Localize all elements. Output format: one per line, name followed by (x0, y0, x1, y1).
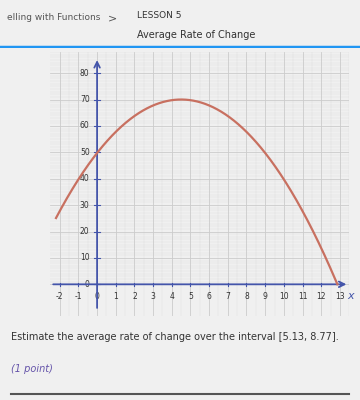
Text: 30: 30 (80, 201, 90, 210)
Text: x: x (347, 291, 354, 301)
Text: 50: 50 (80, 148, 90, 157)
Text: 80: 80 (80, 69, 90, 78)
Text: 10: 10 (80, 254, 90, 262)
Text: -1: -1 (75, 292, 82, 301)
Text: 11: 11 (298, 292, 307, 301)
Text: 60: 60 (80, 122, 90, 130)
Text: 12: 12 (316, 292, 326, 301)
Text: 2: 2 (132, 292, 137, 301)
Text: -2: -2 (56, 292, 63, 301)
Text: 3: 3 (151, 292, 156, 301)
Text: 1: 1 (113, 292, 118, 301)
Text: Average Rate of Change: Average Rate of Change (137, 30, 255, 40)
Text: elling with Functions: elling with Functions (7, 14, 100, 22)
Text: 7: 7 (225, 292, 230, 301)
Text: 9: 9 (263, 292, 267, 301)
Text: 0: 0 (95, 292, 99, 301)
Text: 6: 6 (207, 292, 212, 301)
Text: 8: 8 (244, 292, 249, 301)
Text: LESSON 5: LESSON 5 (137, 10, 181, 20)
Text: 0: 0 (85, 280, 90, 289)
Text: (1 point): (1 point) (11, 364, 53, 374)
Text: 10: 10 (279, 292, 289, 301)
Text: 20: 20 (80, 227, 90, 236)
Text: 40: 40 (80, 174, 90, 183)
Text: 70: 70 (80, 95, 90, 104)
Text: 4: 4 (169, 292, 174, 301)
Text: Estimate the average rate of change over the interval [5.13, 8.77].: Estimate the average rate of change over… (11, 332, 338, 342)
Text: >: > (108, 14, 117, 24)
Text: 5: 5 (188, 292, 193, 301)
Text: 13: 13 (335, 292, 345, 301)
